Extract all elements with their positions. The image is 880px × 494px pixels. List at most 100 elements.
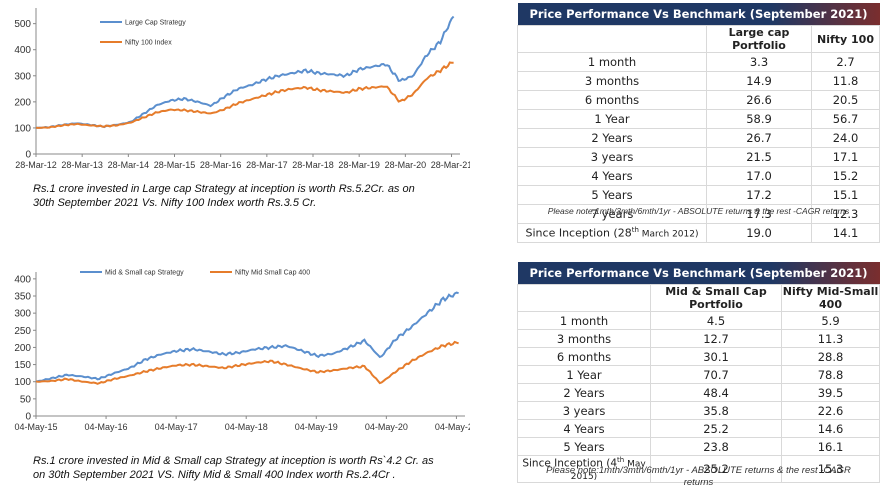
x-tick-label: 04-May-16 <box>85 422 128 432</box>
table1-since-label: Since Inception (28th March 2012) <box>517 223 707 243</box>
legend-label: Large Cap Strategy <box>125 20 186 27</box>
table2-row-label: 3 years <box>517 401 651 420</box>
table1-row-label: 1 month <box>517 52 707 72</box>
table1-benchmark-value: 11.8 <box>811 71 880 91</box>
table1-benchmark-value: 12.3 <box>811 204 880 224</box>
y-tick-label: 200 <box>14 343 31 354</box>
series-line-0 <box>35 15 455 129</box>
table2-row: 1 month 4.5 5.9 <box>517 311 880 330</box>
table1-row: 1 month 3.3 2.7 <box>517 52 880 72</box>
large-cap-performance-table: Price Performance Vs Benchmark (Septembe… <box>517 3 880 243</box>
y-tick-label: 250 <box>14 326 31 337</box>
table1-row: 7 years 17.3 12.3 <box>517 204 880 224</box>
table1-benchmark-value: 17.1 <box>811 147 880 167</box>
x-tick-label: 04-May-18 <box>225 422 268 432</box>
table1-benchmark-value: 24.0 <box>811 128 880 148</box>
table2-portfolio-value: 23.8 <box>650 437 782 456</box>
table2-row-label: 2 Years <box>517 383 651 402</box>
table2-portfolio-value: 12.7 <box>650 329 782 348</box>
table1-row: 1 Year 58.9 56.7 <box>517 109 880 129</box>
caption-mid-small-line2: on 30th September 2021 VS. Nifty Mid & S… <box>33 469 396 481</box>
caption-mid-small-cap: Rs.1 crore invested in Mid & Small cap S… <box>33 454 434 482</box>
table2-portfolio-value: 48.4 <box>650 383 782 402</box>
table1-portfolio-value: 26.6 <box>706 90 812 110</box>
table1-portfolio-value: 14.9 <box>706 71 812 91</box>
table2-benchmark-value: 16.1 <box>781 437 880 456</box>
table2-since-portfolio: 25.2 <box>650 455 782 483</box>
table1-benchmark-value: 2.7 <box>811 52 880 72</box>
table2-benchmark-value: 14.6 <box>781 419 880 438</box>
table2-row: 4 Years 25.2 14.6 <box>517 419 880 438</box>
legend-label: Mid & Small cap Strategy <box>105 270 184 277</box>
table1-portfolio-value: 17.3 <box>706 204 812 224</box>
series-line-1 <box>35 61 454 129</box>
table1-benchmark-value: 56.7 <box>811 109 880 129</box>
x-tick-label: 28-Mar-16 <box>200 160 242 170</box>
table1-since-benchmark: 14.1 <box>811 223 880 243</box>
table1-row-label: 2 Years <box>517 128 707 148</box>
table2-header-portfolio: Mid & Small Cap Portfolio <box>650 284 782 312</box>
table1-portfolio-value: 26.7 <box>706 128 812 148</box>
table2-note: Please note:1mth/3mth/6mth/1yr - ABSOLUT… <box>517 465 880 489</box>
table2-benchmark-value: 78.8 <box>781 365 880 384</box>
x-tick-label: 04-May-21 <box>435 422 470 432</box>
table1-row-label: 3 years <box>517 147 707 167</box>
x-tick-label: 28-Mar-14 <box>108 160 150 170</box>
table1-benchmark-value: 15.2 <box>811 166 880 186</box>
table2-benchmark-value: 5.9 <box>781 311 880 330</box>
x-tick-label: 04-May-19 <box>295 422 338 432</box>
table1-row: 3 months 14.9 11.8 <box>517 71 880 91</box>
table1-title: Price Performance Vs Benchmark (Septembe… <box>517 3 880 26</box>
y-tick-label: 400 <box>14 45 31 56</box>
table2-row: 6 months 30.1 28.8 <box>517 347 880 366</box>
table1-row: 5 Years 17.2 15.1 <box>517 185 880 205</box>
x-tick-label: 28-Mar-15 <box>154 160 196 170</box>
table1-row-since-inception: Since Inception (28th March 2012) 19.0 1… <box>517 223 880 243</box>
legend-label: Nifty 100 Index <box>125 40 172 47</box>
table2-portfolio-value: 30.1 <box>650 347 782 366</box>
table2-row-since-inception: Since Inception (4th May 2015) 25.2 15.3 <box>517 455 880 483</box>
table1-benchmark-value: 20.5 <box>811 90 880 110</box>
table2-row-label: 5 Years <box>517 437 651 456</box>
y-tick-label: 500 <box>14 19 31 30</box>
table1-benchmark-value: 15.1 <box>811 185 880 205</box>
table1-portfolio-value: 3.3 <box>706 52 812 72</box>
table2-benchmark-value: 22.6 <box>781 401 880 420</box>
y-tick-label: 100 <box>14 377 31 388</box>
caption-large-cap-line1: Rs.1 crore invested in Large cap Strateg… <box>33 183 415 195</box>
table2-row: 1 Year 70.7 78.8 <box>517 365 880 384</box>
table1-portfolio-value: 17.2 <box>706 185 812 205</box>
table2-row: 2 Years 48.4 39.5 <box>517 383 880 402</box>
table1-header-blank <box>517 25 707 53</box>
table1-row-label: 4 Years <box>517 166 707 186</box>
table2-portfolio-value: 70.7 <box>650 365 782 384</box>
y-tick-label: 350 <box>14 292 31 303</box>
table1-portfolio-value: 17.0 <box>706 166 812 186</box>
mid-small-cap-line-chart: 0 50 100 150 200 250 300 350 400 04-May-15 04-May-… <box>14 270 470 433</box>
y-tick-label: 300 <box>14 309 31 320</box>
table2-row: 5 Years 23.8 16.1 <box>517 437 880 456</box>
table2-note-line1: Please note:1mth/3mth/6mth/1yr - ABSOLUT… <box>546 465 851 476</box>
x-tick-label: 04-May-17 <box>155 422 198 432</box>
table2-row: 3 years 35.8 22.6 <box>517 401 880 420</box>
y-tick-label: 300 <box>14 71 31 82</box>
table2-title: Price Performance Vs Benchmark (Septembe… <box>517 262 880 285</box>
x-tick-label: 28-Mar-20 <box>385 160 427 170</box>
y-tick-label: 100 <box>14 123 31 134</box>
y-tick-label: 0 <box>25 150 31 161</box>
x-tick-label: 28-Mar-17 <box>246 160 288 170</box>
table1-row-label: 6 months <box>517 90 707 110</box>
table1-header-portfolio: Large cap Portfolio <box>706 25 812 53</box>
table1-row-label: 5 Years <box>517 185 707 205</box>
table1-row: 4 Years 17.0 15.2 <box>517 166 880 186</box>
y-tick-label: 150 <box>14 360 31 371</box>
table1-row: 3 years 21.5 17.1 <box>517 147 880 167</box>
table2-portfolio-value: 4.5 <box>650 311 782 330</box>
table2-row-label: 6 months <box>517 347 651 366</box>
caption-large-cap-line2: 30th September 2021 Vs. Nifty 100 Index … <box>33 197 317 209</box>
x-tick-label: 04-May-20 <box>365 422 408 432</box>
table1-portfolio-value: 21.5 <box>706 147 812 167</box>
series-line-1 <box>35 340 459 385</box>
table2-row-label: 1 Year <box>517 365 651 384</box>
legend-label: Nifty Mid Small Cap 400 <box>235 270 310 277</box>
